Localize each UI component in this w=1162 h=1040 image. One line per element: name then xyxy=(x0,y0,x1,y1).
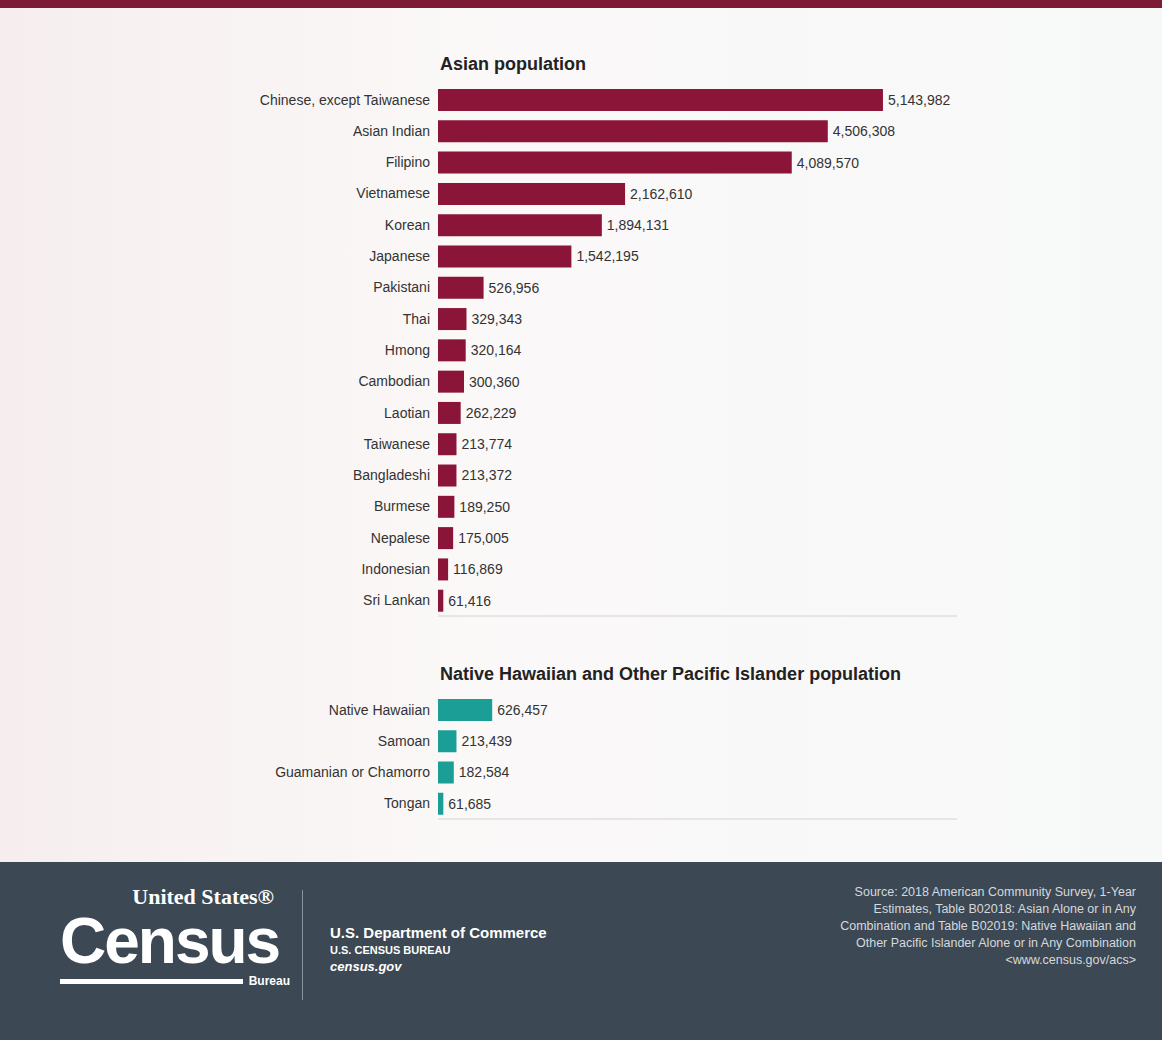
svg-text:Burmese: Burmese xyxy=(374,498,430,514)
svg-text:Guamanian or Chamorro: Guamanian or Chamorro xyxy=(275,764,430,780)
svg-text:320,164: 320,164 xyxy=(471,342,522,358)
svg-text:Pakistani: Pakistani xyxy=(373,279,430,295)
svg-text:175,005: 175,005 xyxy=(458,530,509,546)
html-text:Source: 2018 American Communit: Source: 2018 American Community Survey, … xyxy=(854,885,1136,899)
svg-text:213,439: 213,439 xyxy=(461,733,512,749)
html-text:U.S. CENSUS BUREAU: U.S. CENSUS BUREAU xyxy=(330,944,451,956)
html-text:Estimates, Table B02018: Asian: Estimates, Table B02018: Asian Alone or … xyxy=(873,902,1136,916)
html-text:United States®: United States® xyxy=(132,884,274,909)
svg-text:Korean: Korean xyxy=(385,217,430,233)
svg-text:61,685: 61,685 xyxy=(448,796,491,812)
svg-text:Samoan: Samoan xyxy=(378,733,430,749)
svg-text:Native Hawaiian: Native Hawaiian xyxy=(329,702,430,718)
html-text:Native Hawaiian and Other Paci: Native Hawaiian and Other Pacific Island… xyxy=(440,664,902,684)
svg-text:182,584: 182,584 xyxy=(459,764,510,780)
html-text:Bureau: Bureau xyxy=(248,974,290,988)
svg-text:262,229: 262,229 xyxy=(466,405,517,421)
svg-text:Sri Lankan: Sri Lankan xyxy=(363,592,430,608)
html-text:Other Pacific Islander Alone o: Other Pacific Islander Alone or in Any C… xyxy=(856,936,1136,950)
svg-text:5,143,982: 5,143,982 xyxy=(888,92,950,108)
svg-text:213,372: 213,372 xyxy=(461,467,512,483)
svg-text:Asian Indian: Asian Indian xyxy=(353,123,430,139)
svg-text:189,250: 189,250 xyxy=(459,499,510,515)
html-text:Asian population: Asian population xyxy=(440,54,586,74)
svg-text:Chinese, except Taiwanese: Chinese, except Taiwanese xyxy=(260,92,430,108)
svg-text:2,162,610: 2,162,610 xyxy=(630,186,692,202)
html-text:census.gov: census.gov xyxy=(330,959,402,974)
svg-text:Vietnamese: Vietnamese xyxy=(356,185,430,201)
svg-text:Nepalese: Nepalese xyxy=(371,530,430,546)
svg-text:Hmong: Hmong xyxy=(385,342,430,358)
svg-text:Filipino: Filipino xyxy=(386,154,431,170)
svg-text:4,506,308: 4,506,308 xyxy=(833,123,895,139)
html-text:Combination and Table B02019:: Combination and Table B02019: Native Haw… xyxy=(840,919,1136,933)
svg-text:329,343: 329,343 xyxy=(471,311,522,327)
svg-text:Indonesian: Indonesian xyxy=(361,561,430,577)
html-text:<www.census.gov/acs>: <www.census.gov/acs> xyxy=(1005,953,1136,967)
svg-text:1,894,131: 1,894,131 xyxy=(607,217,669,233)
svg-text:Taiwanese: Taiwanese xyxy=(364,436,430,452)
html-text:U.S. Department of Commerce: U.S. Department of Commerce xyxy=(330,924,547,941)
svg-text:61,416: 61,416 xyxy=(448,593,491,609)
svg-text:Cambodian: Cambodian xyxy=(358,373,430,389)
svg-text:Laotian: Laotian xyxy=(384,405,430,421)
svg-text:300,360: 300,360 xyxy=(469,374,520,390)
svg-text:526,956: 526,956 xyxy=(489,280,540,296)
svg-text:626,457: 626,457 xyxy=(497,702,548,718)
html-text:Census: Census xyxy=(60,905,280,977)
svg-text:213,774: 213,774 xyxy=(461,436,512,452)
svg-text:Japanese: Japanese xyxy=(369,248,430,264)
svg-text:116,869: 116,869 xyxy=(453,561,503,577)
svg-text:Tongan: Tongan xyxy=(384,795,430,811)
svg-text:Bangladeshi: Bangladeshi xyxy=(353,467,430,483)
svg-text:Thai: Thai xyxy=(403,311,430,327)
svg-text:4,089,570: 4,089,570 xyxy=(797,155,859,171)
svg-text:1,542,195: 1,542,195 xyxy=(576,248,638,264)
